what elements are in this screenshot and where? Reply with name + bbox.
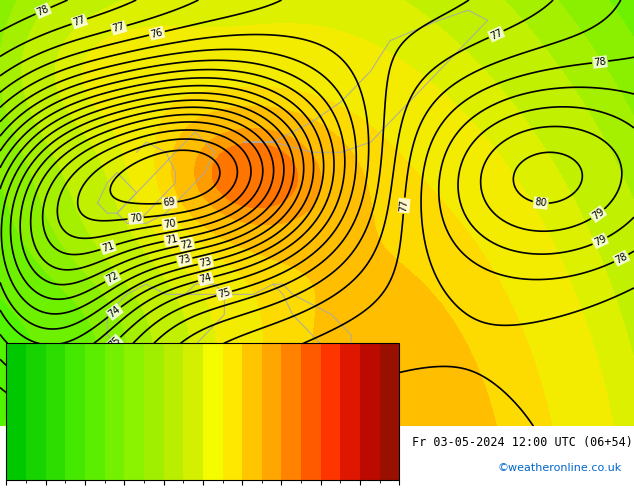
- Text: 77: 77: [399, 199, 410, 212]
- Text: 72: 72: [179, 238, 194, 250]
- Text: 79: 79: [592, 234, 608, 248]
- Text: 74: 74: [198, 272, 213, 285]
- Text: 73: 73: [178, 253, 191, 266]
- Text: 73: 73: [198, 256, 213, 269]
- Text: 78: 78: [357, 376, 372, 390]
- Text: 78: 78: [593, 56, 607, 68]
- Text: 77: 77: [112, 22, 126, 34]
- Text: 75: 75: [107, 335, 122, 351]
- Text: 74: 74: [107, 304, 122, 319]
- Text: 70: 70: [163, 218, 176, 230]
- Text: 79: 79: [590, 206, 606, 222]
- Text: 71: 71: [165, 234, 179, 246]
- Text: 77: 77: [72, 15, 87, 28]
- Text: 76: 76: [130, 389, 145, 404]
- Text: Fr 03-05-2024 12:00 UTC (06+54): Fr 03-05-2024 12:00 UTC (06+54): [412, 436, 633, 449]
- Text: ©weatheronline.co.uk: ©weatheronline.co.uk: [497, 463, 621, 473]
- Text: 78: 78: [36, 3, 51, 18]
- Text: 71: 71: [101, 241, 115, 254]
- Text: 76: 76: [124, 361, 139, 376]
- Text: 76: 76: [150, 27, 164, 40]
- Text: 80: 80: [534, 197, 547, 209]
- Text: Height/Temp. 925 hPa mean+σ [gpdm] ECMWF: Height/Temp. 925 hPa mean+σ [gpdm] ECMWF: [6, 436, 292, 449]
- Text: 72: 72: [105, 270, 120, 285]
- Text: 77: 77: [488, 27, 504, 41]
- Text: 78: 78: [614, 251, 629, 266]
- Text: 69: 69: [163, 197, 176, 208]
- Text: 75: 75: [217, 287, 231, 300]
- Text: 70: 70: [129, 213, 143, 224]
